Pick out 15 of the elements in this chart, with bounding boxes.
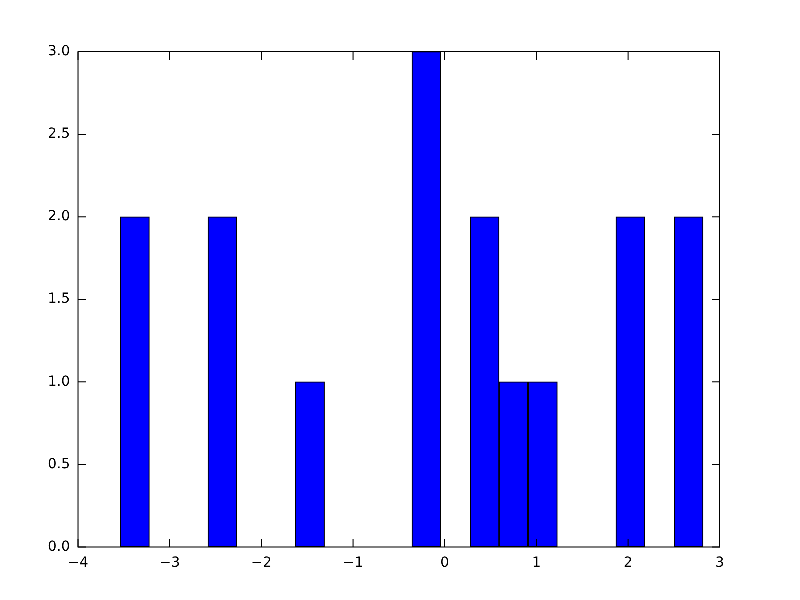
x-tick-label: −4 xyxy=(68,555,89,572)
y-tick-label: 1.5 xyxy=(48,291,70,308)
y-tick-label: 0.0 xyxy=(48,538,70,555)
x-tick-label: 1 xyxy=(532,555,542,572)
y-tick-label: 0.5 xyxy=(48,456,70,472)
x-tick-label: −1 xyxy=(342,555,364,572)
x-tick-label: 0 xyxy=(440,555,450,572)
y-tick-label: 1.0 xyxy=(48,374,70,390)
y-tick-label: 3.0 xyxy=(48,44,70,60)
y-tick-label: 2.0 xyxy=(48,208,70,225)
x-tick-label: −3 xyxy=(160,555,180,572)
x-tick-label: 2 xyxy=(624,555,633,572)
x-tick-label: −2 xyxy=(251,555,272,572)
x-tick-label: 3 xyxy=(716,555,724,572)
y-tick-label: 2.5 xyxy=(48,126,70,142)
